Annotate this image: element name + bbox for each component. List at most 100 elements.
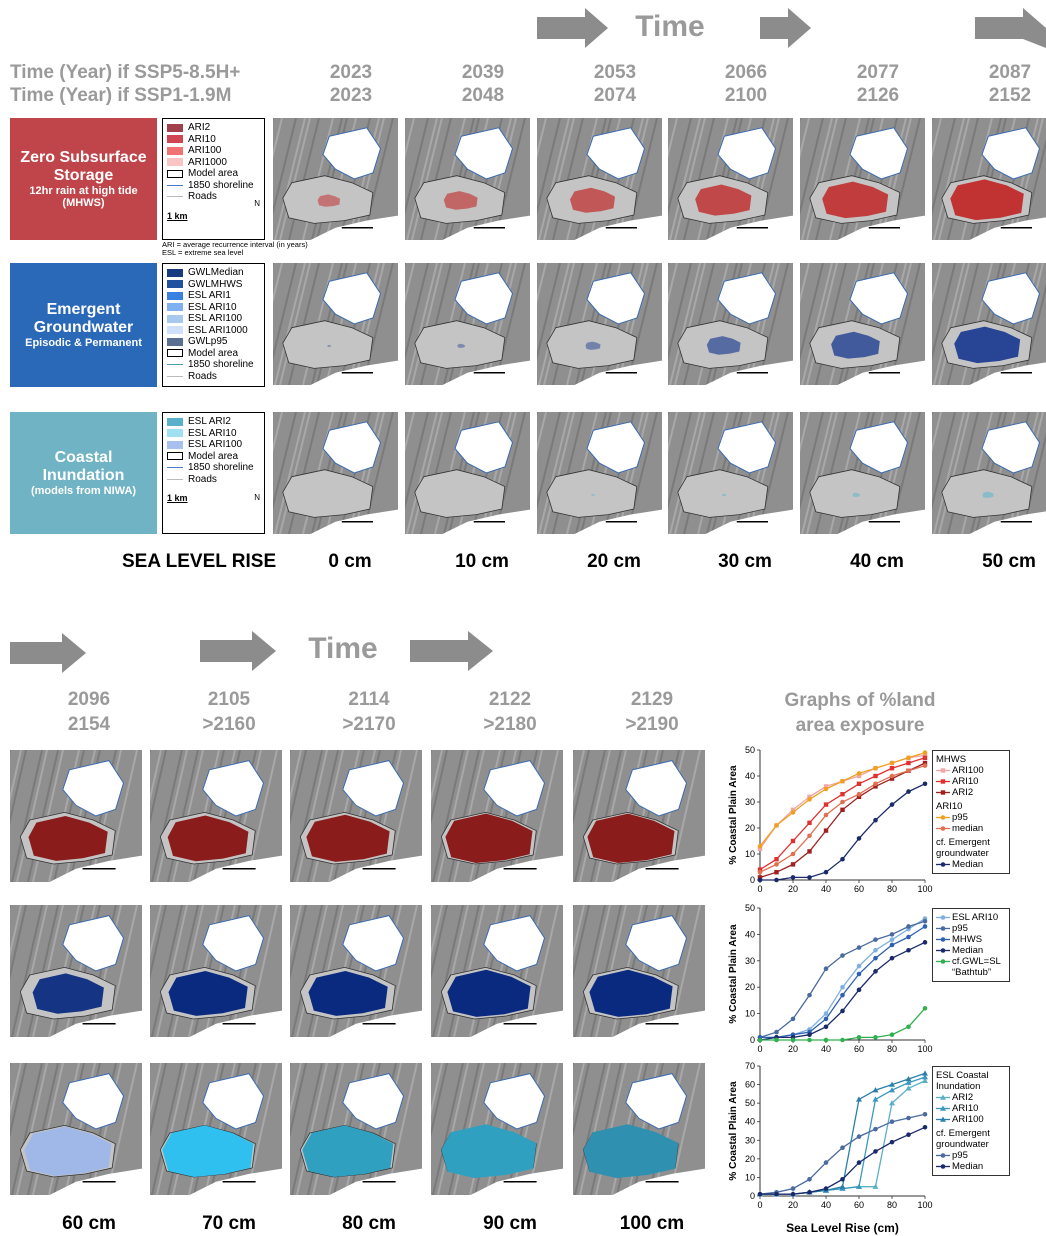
legend-symbol — [936, 946, 950, 955]
y-tick-label: 10 — [745, 849, 755, 859]
marker — [873, 1127, 878, 1132]
y-tick-label: 30 — [745, 1135, 755, 1145]
legend-item: p95 — [936, 923, 1006, 934]
legend-swatch — [167, 452, 183, 460]
year: 2129 — [612, 689, 692, 711]
marker — [840, 953, 845, 958]
legend-label: GWLMedian — [188, 267, 244, 279]
marker — [906, 761, 910, 765]
series-line — [760, 919, 925, 1038]
marker — [758, 1192, 763, 1197]
marker — [840, 792, 844, 796]
year: 2096 — [49, 689, 129, 711]
north-arrow: N — [254, 492, 260, 504]
map — [375, 263, 530, 385]
marker — [890, 956, 895, 961]
series-line — [760, 1077, 925, 1194]
y-tick-label: 30 — [745, 956, 755, 966]
legend-item: ESL ARI100 — [167, 439, 260, 451]
marker — [857, 792, 862, 797]
marker — [873, 766, 878, 771]
year: 2066 — [706, 62, 786, 84]
marker — [906, 756, 911, 761]
legend-label: median — [952, 823, 983, 834]
legend-label: ARI2 — [952, 1092, 973, 1103]
legend-label: ARI10 — [952, 1103, 978, 1114]
legend-label: p95 — [952, 812, 968, 823]
slr-value: 10 cm — [442, 551, 522, 573]
figure: 01020304050020406080100% Coastal Plain A… — [0, 0, 1046, 1236]
marker — [824, 1038, 829, 1043]
marker — [873, 1149, 878, 1154]
y-tick-label: 70 — [745, 1061, 755, 1071]
marker — [890, 1140, 895, 1145]
legend-item: cf.GWL=SL “Bathtub” — [936, 956, 1006, 978]
y-axis-label: % Coastal Plain Area — [728, 1081, 739, 1181]
legend-item: Median — [936, 859, 1006, 870]
legend-item: p95 — [936, 1150, 1006, 1161]
legend-item: ARI10 — [936, 1103, 1006, 1114]
legend-item: ESL ARI10 — [167, 302, 260, 314]
year: 2048 — [443, 85, 523, 107]
legend-swatch — [167, 269, 183, 277]
arrow — [537, 8, 608, 48]
marker — [824, 828, 828, 832]
map — [243, 118, 398, 240]
marker — [923, 756, 927, 760]
legend-item: GWLMedian — [167, 267, 260, 279]
x-tick-label: 0 — [757, 884, 762, 894]
x-tick-label: 0 — [757, 1200, 762, 1210]
legend-label: Median — [952, 1161, 983, 1172]
marker — [941, 915, 946, 920]
year: >2160 — [189, 714, 269, 736]
legend-label: Roads — [188, 474, 217, 486]
marker — [856, 1096, 862, 1101]
map-legend: GWLMedianGWLMHWSESL ARI1ESL ARI10ESL ARI… — [162, 263, 265, 387]
marker — [840, 1038, 845, 1043]
slr-value: 0 cm — [310, 551, 390, 573]
slr-label: SEA LEVEL RISE — [122, 551, 276, 573]
year: >2190 — [612, 714, 692, 736]
legend-swatch — [167, 185, 183, 186]
legend-label: 1850 shoreline — [188, 462, 254, 474]
legend-label: Model area — [188, 451, 238, 463]
map — [401, 750, 563, 882]
marker — [840, 1009, 845, 1014]
scale-bar: 1 km — [167, 211, 188, 223]
map — [243, 412, 398, 534]
marker — [807, 797, 812, 802]
legend-label: ARI100 — [188, 145, 221, 157]
map — [543, 1063, 705, 1195]
marker — [807, 1038, 812, 1043]
y-tick-label: 10 — [745, 1172, 755, 1182]
marker — [941, 926, 946, 931]
legend-label: Model area — [188, 168, 238, 180]
legend-swatch — [167, 170, 183, 178]
row-subtitle: (models from NIWA) — [14, 485, 153, 497]
series-line — [760, 1073, 925, 1194]
map — [120, 1063, 282, 1195]
marker — [906, 1025, 911, 1030]
legend-label: Roads — [188, 371, 217, 383]
marker — [840, 1177, 845, 1182]
arrow — [760, 8, 811, 48]
map-legend: ARI2ARI10ARI100ARI1000Model area1850 sho… — [162, 118, 265, 240]
marker — [840, 857, 845, 862]
y-tick-label: 60 — [745, 1080, 755, 1090]
map — [243, 263, 398, 385]
marker — [923, 1125, 928, 1130]
x-tick-label: 60 — [854, 1200, 864, 1210]
legend-swatch — [167, 364, 183, 365]
arrow — [975, 8, 1046, 48]
marker — [791, 810, 796, 815]
marker — [857, 964, 862, 969]
marker — [873, 956, 878, 961]
legend-item: Model area — [167, 451, 260, 463]
marker — [774, 878, 779, 883]
legend-item: Roads — [167, 371, 260, 383]
legend-symbol — [936, 1093, 950, 1102]
year: 2023 — [311, 85, 391, 107]
marker — [807, 1190, 812, 1195]
marker — [840, 1145, 845, 1150]
marker — [840, 808, 844, 812]
